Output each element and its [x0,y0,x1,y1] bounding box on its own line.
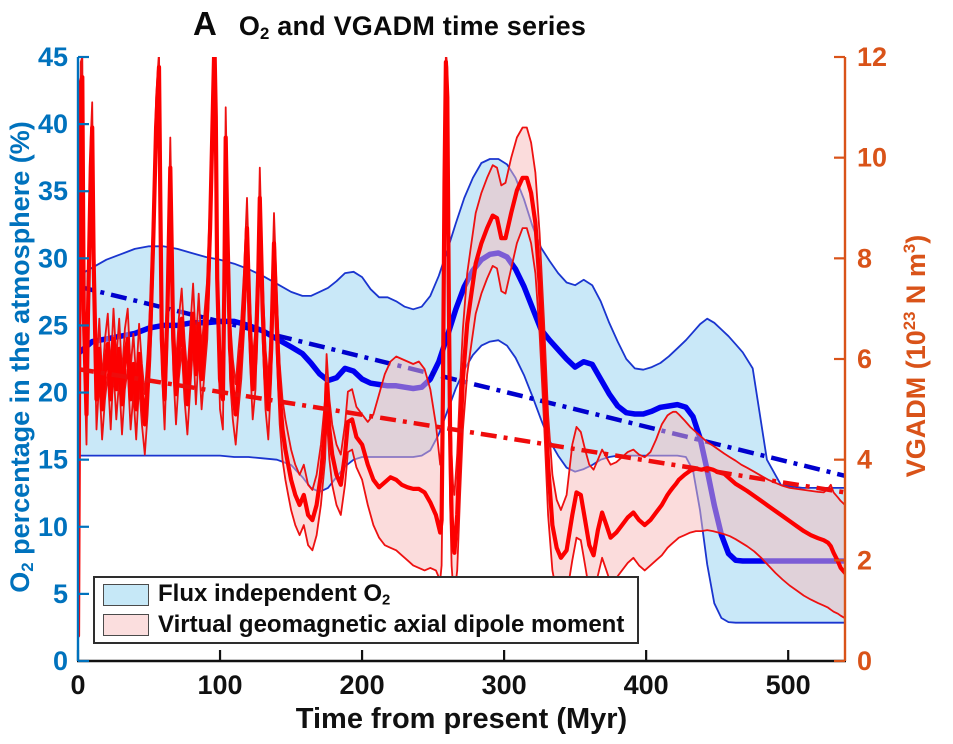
right-y-tick-label: 2 [857,545,872,575]
legend-entry-o2: Flux independent O2 [103,582,629,609]
plot-area [77,57,846,651]
x-tick-label: 500 [766,670,811,700]
panel-label: A [193,5,217,42]
left-y-tick-label: 40 [38,109,68,139]
left-y-tick-label: 0 [53,646,68,676]
left-y-tick-label: 10 [38,512,68,542]
left-y-tick-label: 5 [53,579,68,609]
axes: 0 100 200 300 400 500 0 5 10 15 20 25 30 35 40 45 0 2 4 6 8 1… [38,42,887,700]
left-y-tick-label: 25 [38,310,68,340]
legend-swatch-o2-band [103,584,149,607]
right-y-tick-label: 10 [857,143,887,173]
right-y-tick-label: 8 [857,243,872,273]
vgadm-trend-line [77,366,846,495]
left-y-axis-label: O2 percentage in the atmosphere (%) [5,121,38,593]
x-tick-label: 400 [624,670,669,700]
x-tick-label: 0 [70,670,85,700]
chart-title-text: O2 and VGADM time series [238,11,587,44]
left-y-tick-label: 35 [38,176,68,206]
left-y-tick-label: 15 [38,445,68,475]
right-y-tick-label: 6 [857,344,872,374]
x-tick-label: 100 [198,670,243,700]
chart-title: A O2 and VGADM time series [193,5,586,44]
x-tick-label: 200 [340,670,385,700]
right-y-axis-label: VGADM (1023 N m3) [900,234,932,478]
legend-entry-vgadm: Virtual geomagnetic axial dipole moment [103,612,629,638]
legend-label-vgadm: Virtual geomagnetic axial dipole moment [158,610,625,638]
legend-label-o2: Flux independent O2 [158,580,391,609]
o2-upper-envelope-line [77,158,845,489]
left-y-tick-label: 45 [38,42,68,72]
o2-trend-line [77,284,846,478]
vgadm-uncertainty-band [78,57,845,651]
legend-box: Flux independent O2 Virtual geomagnetic … [93,576,639,644]
x-tick-label: 300 [482,670,527,700]
right-y-tick-label: 0 [857,646,872,676]
legend-swatch-vgadm-band [103,613,149,636]
right-y-tick-label: 12 [857,42,887,72]
left-y-tick-label: 20 [38,378,68,408]
x-axis-label: Time from present (Myr) [295,703,628,735]
vgadm-median-line [77,57,846,638]
right-y-tick-label: 4 [857,445,872,475]
left-y-tick-label: 30 [38,243,68,273]
